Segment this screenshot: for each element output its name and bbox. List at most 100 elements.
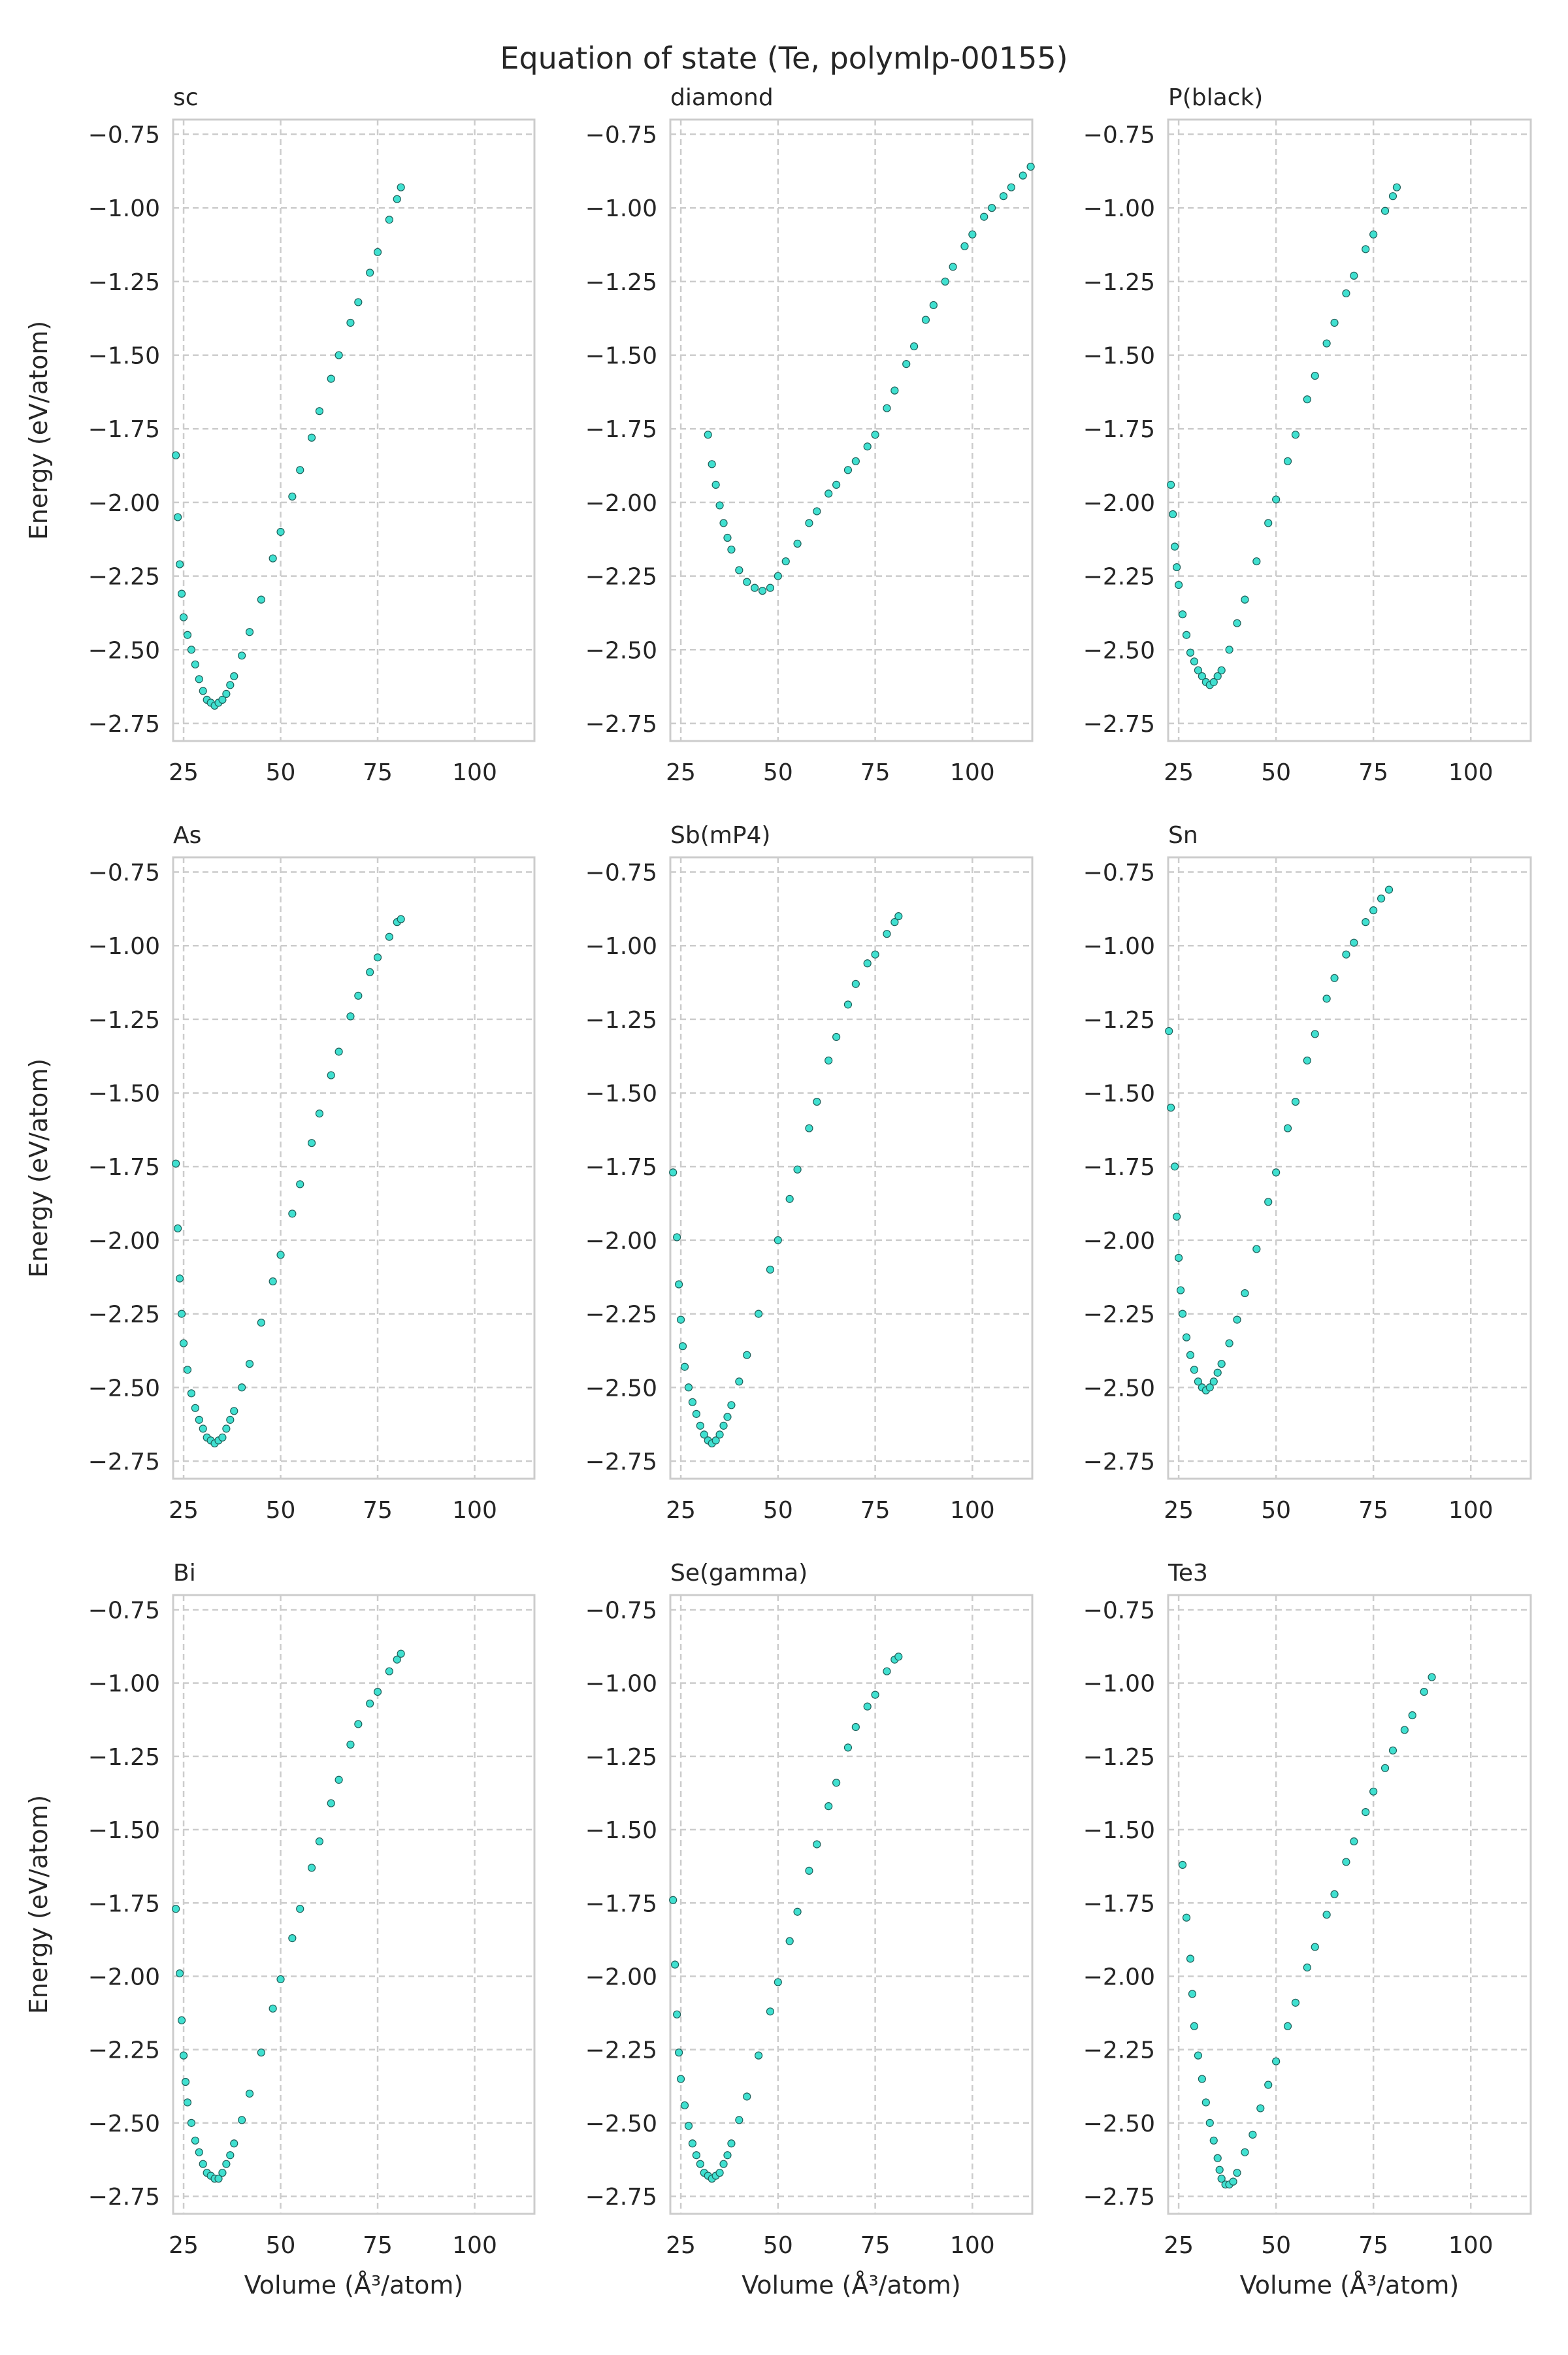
y-tick-label: −2.75: [585, 711, 657, 738]
data-point: [191, 1404, 199, 1412]
data-point: [1213, 2154, 1222, 2162]
axes-frame: [669, 856, 1034, 1480]
data-point: [719, 2160, 728, 2168]
data-point: [1209, 2136, 1218, 2145]
data-point: [397, 183, 405, 191]
subplot-se-gamma-: 25 50 75 100 −0.75 −1.00 −1.25 −1.50 −1.75 −2.00 −…: [585, 1560, 1034, 2299]
data-point: [883, 930, 891, 938]
y-tick-label: −2.25: [1083, 564, 1155, 591]
data-point: [346, 1740, 355, 1749]
data-point: [172, 1905, 180, 1913]
y-tick-label: −2.50: [1083, 637, 1155, 664]
data-point: [1188, 1990, 1197, 1998]
data-point: [785, 1937, 794, 1945]
data-point: [1186, 1351, 1195, 1359]
x-tick-label: 50: [266, 759, 296, 786]
y-tick-label: −1.00: [585, 1671, 657, 1698]
x-tick-label: 50: [763, 2232, 793, 2259]
y-tick-label: −1.50: [1083, 1081, 1155, 1108]
y-tick-label: −2.75: [585, 1449, 657, 1475]
plot-area: [670, 120, 1032, 741]
data-point: [183, 1366, 192, 1374]
data-point: [327, 374, 335, 383]
data-point: [1194, 666, 1203, 674]
subplot-bi: 25 50 75 100 −0.75 −1.00 −1.25 −1.50 −1.75 −2.00 −…: [24, 1560, 536, 2299]
data-point: [832, 1032, 841, 1042]
data-point: [183, 2098, 192, 2107]
subplot-title: Bi: [173, 1560, 196, 1587]
subplot-title: Se(gamma): [670, 1560, 808, 1587]
data-point: [894, 1653, 903, 1661]
axes-frame: [172, 118, 536, 742]
x-tick-label: 25: [1164, 759, 1194, 786]
y-tick-label: −1.25: [88, 1007, 160, 1034]
y-tick-label: −2.75: [1083, 2184, 1155, 2211]
data-point: [1342, 1858, 1350, 1866]
data-point: [1213, 672, 1222, 680]
data-point: [1362, 1808, 1370, 1817]
data-point: [727, 2139, 736, 2148]
data-point: [843, 1000, 853, 1009]
data-point: [307, 1139, 316, 1147]
subplot-diamond: 25 50 75 100 −0.75 −1.00 −1.25 −1.50 −1.75 −2.00 −…: [585, 84, 1035, 786]
data-point: [1213, 1368, 1222, 1377]
data-point: [354, 1720, 363, 1728]
data-point: [199, 1425, 207, 1433]
data-point: [172, 1159, 180, 1168]
y-tick-label: −2.25: [585, 1302, 657, 1328]
y-tick-label: −1.75: [1083, 1154, 1155, 1181]
y-tick-label: −1.25: [1083, 269, 1155, 296]
y-tick-label: −2.00: [585, 1228, 657, 1255]
data-point: [711, 480, 720, 489]
data-point: [696, 1421, 704, 1430]
data-point: [1256, 2104, 1265, 2113]
y-tick-label: −2.50: [1083, 1375, 1155, 1402]
axes-frame: [1167, 118, 1532, 742]
data-point: [674, 1280, 683, 1289]
data-point: [1350, 1837, 1358, 1846]
data-point: [1330, 318, 1339, 327]
x-tick-label: 25: [169, 2232, 199, 2259]
y-tick-label: −2.00: [88, 1228, 160, 1255]
data-point: [327, 1071, 335, 1079]
data-point: [883, 404, 891, 412]
plot-area: [173, 1595, 534, 2214]
data-point: [813, 1840, 821, 1849]
data-point: [1171, 1162, 1179, 1171]
y-tick-label: −2.25: [88, 1302, 160, 1328]
y-tick-label: −1.25: [585, 269, 657, 296]
data-point: [1283, 2022, 1292, 2030]
y-tick-label: −1.00: [88, 1671, 160, 1698]
x-tick-label: 100: [950, 2232, 995, 2259]
data-point: [684, 1383, 693, 1392]
data-point: [1369, 1787, 1378, 1796]
data-point: [1173, 563, 1181, 572]
data-point: [238, 1383, 246, 1392]
data-point: [1369, 906, 1378, 915]
data-point: [910, 342, 919, 351]
data-point: [1241, 2148, 1249, 2156]
data-point: [774, 1978, 782, 1986]
data-point: [346, 318, 355, 327]
y-tick-label: −2.50: [585, 1375, 657, 1402]
data-point: [191, 2136, 199, 2145]
y-tick-label: −0.75: [88, 122, 160, 149]
y-tick-label: −2.75: [1083, 711, 1155, 738]
data-point: [715, 501, 724, 510]
data-point: [199, 687, 207, 695]
data-point: [1377, 894, 1386, 903]
data-point: [1311, 1030, 1319, 1038]
x-tick-label: 100: [1448, 2232, 1494, 2259]
data-point: [980, 212, 988, 221]
data-point: [238, 2116, 246, 2124]
data-point: [715, 1430, 724, 1439]
axes-frame: [1167, 1594, 1532, 2215]
y-tick-label: −2.50: [88, 637, 160, 664]
data-point: [257, 1319, 265, 1327]
axes-frame: [1167, 856, 1532, 1480]
data-point: [1019, 171, 1027, 180]
data-point: [1190, 657, 1199, 666]
plot-area: [1168, 1595, 1531, 2214]
axes-frame: [172, 856, 536, 1480]
data-point: [238, 651, 246, 660]
